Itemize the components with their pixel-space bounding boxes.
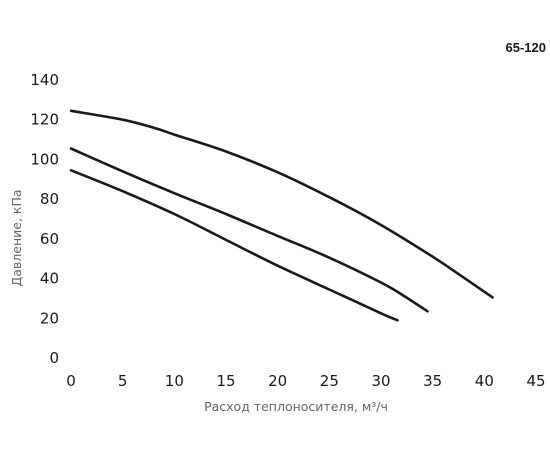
- y-tick-label: 40: [40, 270, 59, 288]
- x-tick-label: 5: [118, 372, 128, 390]
- chart-title: 65-120: [506, 40, 546, 55]
- x-axis-title: Расход теплоносителя, м³/ч: [204, 399, 388, 414]
- x-tick-label: 25: [320, 372, 339, 390]
- x-tick-label: 15: [216, 372, 235, 390]
- y-axis-title: Давление, кПа: [9, 189, 24, 286]
- series-line-3: [69, 169, 399, 322]
- x-tick-label: 20: [268, 372, 287, 390]
- y-tick-label: 100: [30, 150, 59, 168]
- series-line-2: [69, 147, 429, 313]
- y-tick-label: 20: [40, 309, 59, 327]
- x-tick-label: 30: [371, 372, 390, 390]
- y-tick-label: 0: [49, 349, 59, 367]
- y-tick-label: 140: [30, 71, 59, 89]
- x-tick-label: 40: [475, 372, 494, 390]
- y-tick-label: 60: [40, 230, 59, 248]
- y-axis-ticks: 0 20 40 60 80 100 120 140: [30, 71, 59, 367]
- y-tick-label: 120: [30, 111, 59, 129]
- x-tick-label: 45: [526, 372, 545, 390]
- x-tick-label: 0: [66, 372, 76, 390]
- series-line-1: [69, 109, 494, 299]
- x-tick-label: 10: [165, 372, 184, 390]
- y-tick-label: 80: [40, 190, 59, 208]
- x-tick-label: 35: [423, 372, 442, 390]
- curves: [69, 109, 494, 322]
- x-axis-ticks: 0 5 10 15 20 25 30 35 40 45: [66, 372, 545, 390]
